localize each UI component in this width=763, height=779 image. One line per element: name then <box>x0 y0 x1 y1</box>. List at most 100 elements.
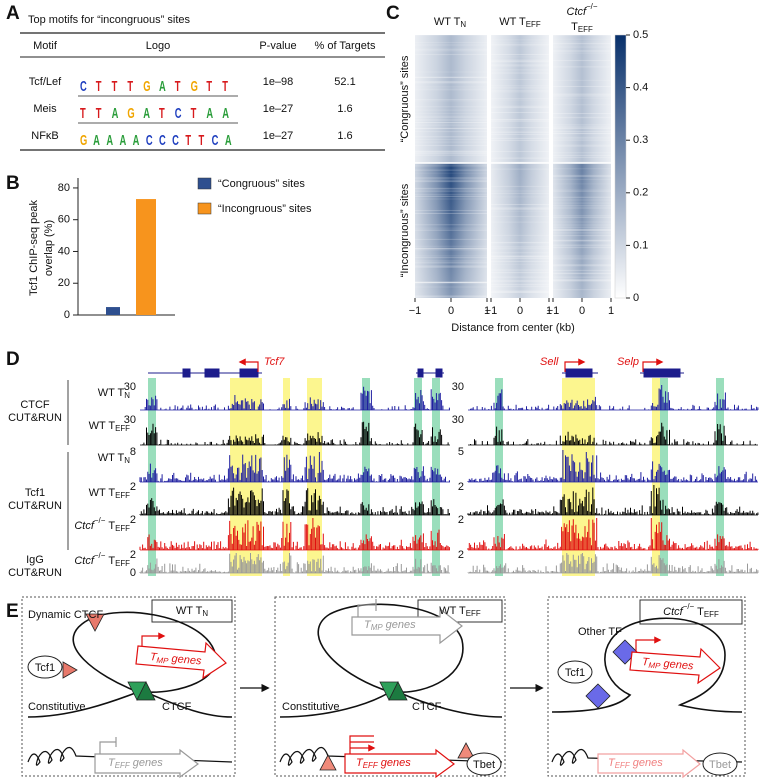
colorbar-tick-label: 0.3 <box>633 134 648 146</box>
gene-arrows <box>94 607 721 779</box>
label-part: EFF <box>115 559 130 568</box>
track-scale: 2 <box>130 481 136 493</box>
label-part: genes <box>630 757 664 769</box>
label-part: WT T <box>98 452 125 464</box>
x-tick-label: 1 <box>484 305 490 317</box>
signal-track <box>467 518 759 550</box>
track-label: WT TEFF <box>89 420 131 433</box>
model-label: Tbet <box>709 759 731 771</box>
p-value: 1e–98 <box>263 76 294 88</box>
track-scale: 30 <box>452 381 464 393</box>
label-part: Ctcf <box>663 606 684 618</box>
label-part: Ctcf <box>74 520 95 532</box>
tf-ovals <box>27 655 738 776</box>
gene-label: TMP genes <box>149 651 202 669</box>
column-header: WT TEFF <box>499 16 541 29</box>
model-label: Tcf1 <box>35 662 55 674</box>
x-tick-label: 1 <box>546 305 552 317</box>
y-tick-label: 0 <box>64 309 70 321</box>
model-label: Other TF <box>578 626 622 638</box>
column-header: TEFF <box>571 21 593 34</box>
track-label: Ctcf−/− TEFF <box>74 551 130 568</box>
track-scale: 2 <box>458 549 464 561</box>
signal-track <box>144 386 450 410</box>
gene-label: Tcf7 <box>264 356 285 368</box>
track-label: Ctcf−/− TEFF <box>74 516 130 533</box>
track-scale: 2 <box>130 549 136 561</box>
colorbar-tick-label: 0 <box>633 292 639 304</box>
panel-label: B <box>6 173 20 194</box>
table-rules <box>20 32 385 151</box>
label-part: N <box>202 609 208 618</box>
legend-label: “Incongruous” sites <box>218 203 312 215</box>
y-tick-label: 80 <box>58 182 70 194</box>
label-part: EFF <box>615 761 631 770</box>
signal-track <box>467 553 759 573</box>
track-scale: 30 <box>452 414 464 426</box>
label-part: genes <box>378 757 412 769</box>
label-part: N <box>460 20 466 29</box>
box-title: WT TEFF <box>439 605 481 618</box>
colorbar-tick-label: 0.2 <box>633 187 648 199</box>
signal-track <box>139 518 450 550</box>
label-part: WT T <box>98 387 125 399</box>
label-part: EFF <box>115 761 131 770</box>
row-group-label: “Incongruous” sites <box>399 183 411 277</box>
group-label: CUT&RUN <box>8 412 62 424</box>
group-label: IgG <box>26 554 44 566</box>
colorbar-tick-label: 0.4 <box>633 82 648 94</box>
track-scale: 8 <box>130 446 136 458</box>
x-axis-label: Distance from center (kb) <box>451 322 574 334</box>
label-part: T <box>108 555 115 567</box>
title-boxes <box>151 599 743 625</box>
box-title: WT TN <box>176 605 208 618</box>
label-part: genes <box>383 619 417 631</box>
colorbar-tick-label: 0.5 <box>633 29 648 41</box>
gene-label: Selp <box>617 356 639 368</box>
gene-label: Sell <box>540 356 559 368</box>
column-header: WT TN <box>434 16 466 29</box>
track-label: WT TEFF <box>89 487 131 500</box>
model-label: Dynamic CTCF <box>28 609 103 621</box>
label-part: N <box>124 456 130 465</box>
tss-arrows <box>238 358 664 372</box>
x-tick-label: 1 <box>608 305 614 317</box>
signal-track <box>139 487 450 515</box>
label-part: EFF <box>115 491 130 500</box>
x-tick-label: −1 <box>547 305 560 317</box>
label-part: T <box>571 21 578 33</box>
model-label: Tbet <box>473 759 495 771</box>
colorbar-tick-label: 0.1 <box>633 239 648 251</box>
bar-axes <box>77 178 175 316</box>
panel-label: A <box>6 3 20 24</box>
x-tick-label: −1 <box>485 305 498 317</box>
label-part: −/− <box>94 516 106 525</box>
track-scale: 2 <box>458 514 464 526</box>
heatmap-block <box>553 35 611 163</box>
label-part: MP <box>156 656 169 666</box>
y-tick-label: 60 <box>58 214 70 226</box>
y-tick-label: 20 <box>58 277 70 289</box>
panel-label: C <box>386 3 400 24</box>
label-part: EFF <box>363 761 379 770</box>
label-part: T <box>608 757 616 769</box>
motif-name: Meis <box>33 103 57 115</box>
gene-label: TEFF genes <box>608 757 663 770</box>
label-part: −/− <box>683 602 695 611</box>
label-part: WT T <box>89 487 116 499</box>
label-part: EFF <box>115 524 130 533</box>
x-tick-label: 0 <box>517 305 523 317</box>
gene-models <box>148 368 684 378</box>
panel-label: D <box>6 349 20 370</box>
label-part: WT T <box>176 605 203 617</box>
label-part: WT T <box>439 605 466 617</box>
column-header: Ctcf−/− <box>567 2 598 18</box>
label-part: N <box>124 391 130 400</box>
label-part: EFF <box>115 424 130 433</box>
label-part: T <box>108 757 116 769</box>
heatmap-fade <box>553 163 611 298</box>
x-tick-label: −1 <box>409 305 422 317</box>
